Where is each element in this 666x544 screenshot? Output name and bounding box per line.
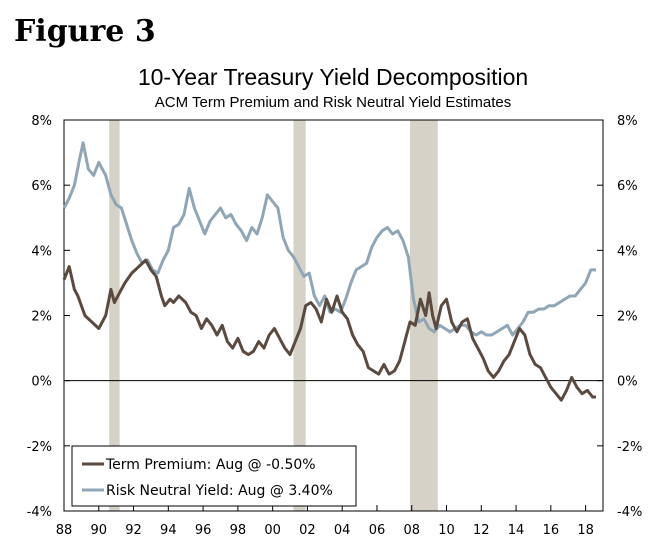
- chart-subtitle: ACM Term Premium and Risk Neutral Yield …: [154, 94, 512, 111]
- y-tick-label-right: -4%: [617, 505, 642, 520]
- y-tick-label-right: 4%: [617, 244, 638, 259]
- legend-label-risk-neutral-yield-line: Risk Neutral Yield: Aug @ 3.40%: [106, 483, 333, 499]
- chart-axes: 8% 8% 6% 6% 4% 4% 2% 2% 0% 0% -2% -2% -4% -4% 88 90 92 94…: [27, 114, 643, 538]
- x-tick-label: 04: [334, 523, 351, 538]
- y-tick-label-left: -4%: [27, 505, 52, 520]
- x-tick-label: 00: [264, 523, 281, 538]
- x-tick-label: 16: [543, 523, 560, 538]
- x-tick-label: 14: [508, 523, 525, 538]
- x-tick-label: 02: [299, 523, 316, 538]
- x-tick-label: 96: [195, 523, 212, 538]
- y-tick-label-right: 0%: [617, 375, 638, 390]
- legend-box: [71, 445, 357, 507]
- term-premium-line: [62, 258, 596, 402]
- x-tick-label: 18: [577, 523, 594, 538]
- chart-title: 10-Year Treasury Yield Decomposition: [137, 64, 529, 90]
- x-tick-label: 94: [160, 523, 177, 538]
- y-tick-label-left: 6%: [31, 179, 52, 194]
- x-tick-label: 06: [369, 523, 386, 538]
- x-tick-label: 90: [91, 523, 108, 538]
- x-tick-label: 08: [403, 523, 420, 538]
- recession-band-0: [109, 120, 120, 511]
- y-tick-label-left: 4%: [31, 244, 52, 259]
- x-tick-label: 92: [125, 523, 142, 538]
- y-tick-label-left: -2%: [27, 440, 52, 455]
- y-tick-label-right: -2%: [617, 440, 642, 455]
- x-tick-label: 88: [56, 523, 73, 538]
- chart-series: [62, 141, 596, 402]
- legend-label-term-premium-line: Term Premium: Aug @ -0.50%: [105, 457, 316, 473]
- y-tick-label-right: 8%: [617, 114, 638, 129]
- figure-label: Figure 3: [14, 14, 156, 49]
- recession-band-1: [293, 120, 306, 511]
- x-tick-label: 12: [473, 523, 490, 538]
- y-tick-label-left: 2%: [31, 310, 52, 325]
- y-tick-label-left: 0%: [31, 375, 52, 390]
- chart-legend: Term Premium: Aug @ -0.50% Risk Neutral Y…: [71, 445, 357, 507]
- x-tick-label: 98: [230, 523, 247, 538]
- y-tick-label-right: 6%: [617, 179, 638, 194]
- y-tick-label-left: 8%: [31, 114, 52, 129]
- y-tick-label-right: 2%: [617, 310, 638, 325]
- x-tick-label: 10: [438, 523, 455, 538]
